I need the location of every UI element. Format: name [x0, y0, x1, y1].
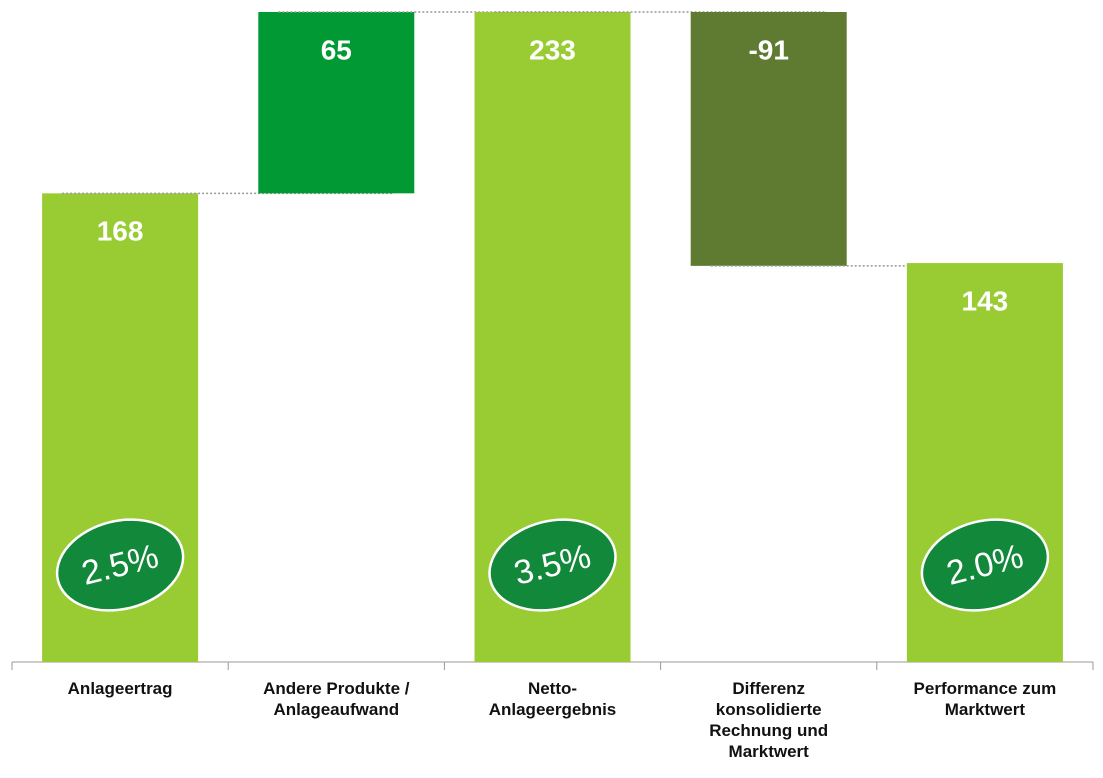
x-tick-label: Differenz konsolidierte Rechnung und Mar…	[709, 679, 829, 761]
percent-badge: 2.5%	[55, 518, 185, 612]
badge-ellipse	[55, 518, 185, 612]
percent-badge: 3.5%	[488, 518, 617, 612]
x-tick-label: Anlageertrag	[67, 679, 173, 698]
x-tick-label: Andere Produkte / Anlageaufwand	[263, 679, 410, 719]
badge-ellipse	[920, 518, 1050, 612]
x-tick-label: Netto-Anlageergebnis	[488, 679, 617, 719]
data-label: 143	[962, 285, 1009, 316]
badge-ellipse	[488, 518, 617, 612]
data-label: 168	[97, 216, 144, 247]
data-label: -91	[748, 34, 788, 65]
percent-badge: 2.0%	[920, 518, 1050, 612]
data-label: 233	[529, 34, 576, 65]
bar	[690, 12, 847, 266]
bar	[258, 12, 415, 194]
x-tick-label: Performance zum Marktwert	[913, 679, 1057, 719]
data-label: 65	[321, 34, 352, 65]
